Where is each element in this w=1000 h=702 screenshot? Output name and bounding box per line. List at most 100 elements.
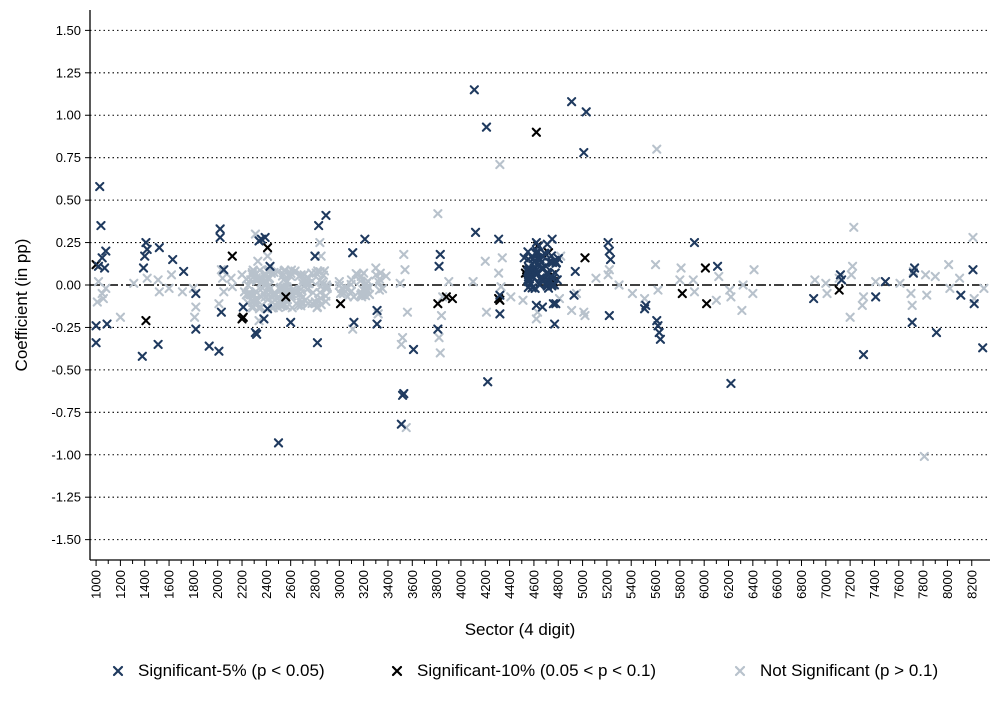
data-point: [545, 257, 555, 268]
x-tick-label: 4000: [453, 570, 468, 599]
data-point: [321, 291, 331, 301]
data-point: [549, 280, 560, 290]
data-point: [400, 265, 410, 275]
data-point: [627, 288, 638, 299]
data-point: [239, 287, 250, 297]
data-point: [436, 310, 447, 321]
y-tick-label: 1.00: [56, 108, 81, 123]
data-point: [154, 287, 164, 297]
data-point: [312, 338, 323, 348]
data-point: [834, 285, 844, 295]
x-tick-label: 5400: [624, 570, 639, 599]
data-point: [738, 280, 748, 290]
data-point: [313, 220, 324, 231]
data-point: [469, 85, 479, 95]
data-point: [253, 256, 263, 266]
series-1: [91, 85, 988, 448]
data-point: [444, 276, 454, 287]
data-point: [979, 283, 989, 294]
x-tick-label: 2400: [259, 570, 274, 599]
data-point: [653, 285, 663, 295]
x-tick-label: 5000: [575, 570, 590, 599]
data-point: [712, 261, 723, 271]
data-point: [700, 263, 711, 273]
x-tick-label: 6200: [721, 570, 736, 599]
data-point: [542, 279, 552, 289]
x-tick-label: 5800: [672, 570, 687, 599]
data-point: [566, 97, 577, 107]
data-point: [96, 220, 106, 231]
data-point: [98, 293, 109, 304]
data-point: [273, 267, 283, 277]
data-point: [334, 276, 344, 287]
data-point: [470, 227, 481, 238]
data-point: [178, 266, 189, 277]
data-point: [311, 268, 321, 278]
data-point: [849, 222, 859, 232]
data-point: [299, 270, 309, 280]
data-point: [260, 232, 270, 243]
data-point: [346, 275, 357, 285]
data-point: [355, 276, 366, 286]
data-point: [534, 241, 544, 251]
data-point: [322, 283, 332, 294]
x-tick-label: 1600: [162, 570, 177, 599]
data-point: [930, 271, 940, 282]
data-point: [907, 317, 917, 327]
data-point: [238, 312, 248, 322]
data-point: [279, 282, 289, 292]
data-point: [168, 254, 178, 265]
data-point: [591, 273, 601, 283]
data-point: [435, 249, 445, 260]
x-tick-label: 7000: [818, 570, 833, 599]
data-point: [497, 253, 507, 263]
y-tick-label: -0.50: [51, 362, 81, 377]
legend-item: Significant-5% (p < 0.05): [112, 661, 325, 680]
data-point: [399, 388, 409, 399]
data-point: [216, 265, 227, 275]
data-point: [543, 268, 553, 279]
data-point: [701, 299, 712, 309]
data-point: [845, 312, 855, 322]
data-point: [280, 265, 290, 275]
data-point: [858, 349, 869, 360]
data-point: [215, 224, 225, 234]
y-axis-title: Coefficient (in pp): [12, 239, 31, 372]
data-point: [954, 273, 965, 283]
data-point: [101, 283, 111, 294]
data-point: [342, 292, 353, 302]
data-point: [677, 288, 687, 299]
data-point: [846, 270, 857, 280]
y-tick-label: 0.50: [56, 193, 81, 208]
data-point: [191, 288, 201, 299]
data-point: [931, 327, 942, 338]
data-point: [348, 248, 358, 258]
data-point: [248, 297, 258, 308]
data-point: [137, 351, 147, 361]
data-point: [495, 309, 505, 319]
data-point: [641, 300, 651, 311]
data-point: [351, 269, 361, 279]
x-tick-label: 1000: [89, 570, 104, 599]
x-tick-label: 3200: [356, 570, 371, 599]
data-point: [909, 263, 920, 273]
axes: 1.50 1.25 1.00 0.75 0.50 0.25 0.00 -0.25 -0.50 -0…: [51, 10, 990, 599]
data-point: [483, 377, 493, 387]
y-tick-label: 0.75: [56, 150, 81, 165]
data-point: [858, 292, 869, 302]
data-point: [372, 319, 382, 329]
data-point: [189, 312, 200, 322]
x-tick-label: 1800: [186, 570, 201, 599]
data-point: [907, 300, 917, 311]
data-point: [749, 265, 759, 275]
legend-marker: [112, 665, 124, 677]
data-point: [726, 378, 736, 389]
data-point: [689, 287, 700, 297]
data-point: [138, 263, 149, 273]
data-point: [676, 263, 686, 273]
data-point: [978, 343, 988, 353]
data-point: [604, 246, 614, 256]
x-tick-label: 6600: [770, 570, 785, 599]
data-point: [726, 292, 736, 302]
data-point: [358, 268, 369, 278]
